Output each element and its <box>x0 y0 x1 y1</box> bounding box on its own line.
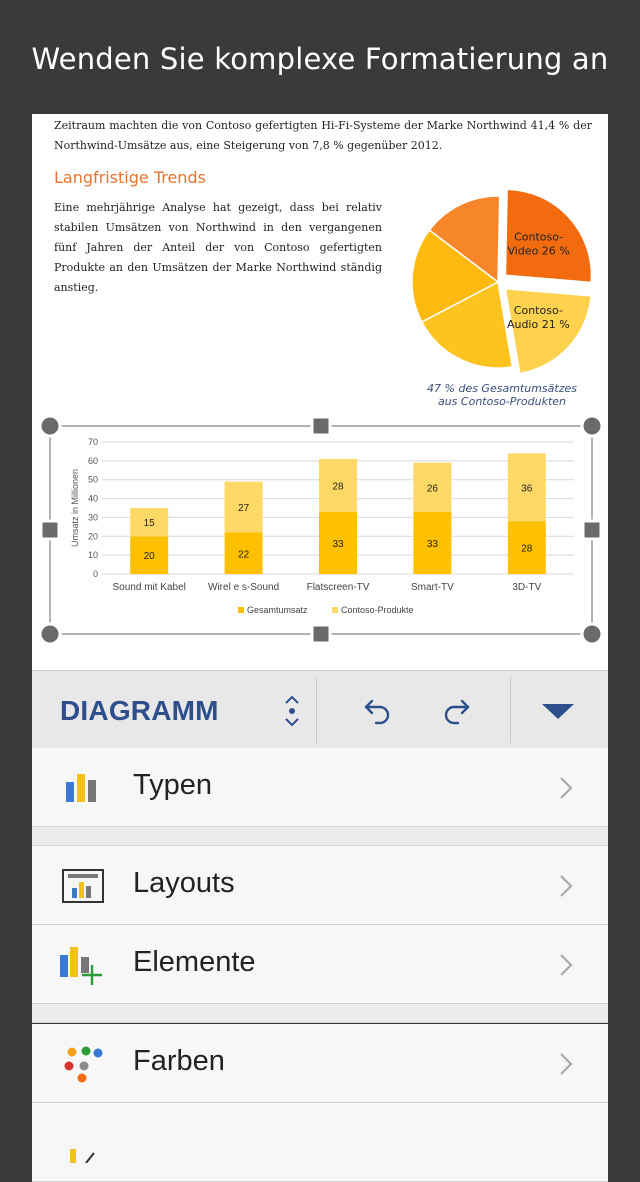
pie-slice <box>504 188 593 284</box>
bar-data-label: 26 <box>427 483 439 494</box>
bar-data-label: 15 <box>144 518 156 529</box>
edge-resize-handle[interactable] <box>310 415 332 437</box>
bar-data-label: 22 <box>238 549 250 560</box>
corner-resize-handle[interactable] <box>580 622 604 646</box>
menu-item-label: Typen <box>133 769 212 801</box>
undo-icon[interactable] <box>354 691 394 731</box>
legend-swatch <box>332 607 338 613</box>
pie-data-label: Contoso-Video 26 % <box>507 230 569 257</box>
menu-item-elements[interactable]: Elemente <box>32 925 608 1004</box>
pie-caption-line-1: 47 % des Gesamtumsätzes <box>427 382 577 395</box>
toolbar-title: DIAGRAMM <box>60 695 219 726</box>
menu-gap <box>32 1004 608 1023</box>
bar-data-label: 33 <box>332 539 344 550</box>
chevron-right-icon <box>560 875 573 897</box>
intro-paragraph: Zeitraum machten die von Contoso geferti… <box>54 119 592 152</box>
chart-add-element-icon <box>60 947 102 985</box>
menu-item-colors[interactable]: Farben <box>32 1024 608 1103</box>
chevron-right-icon <box>560 954 573 976</box>
bar-segment <box>319 458 357 512</box>
corner-resize-handle[interactable] <box>38 414 62 438</box>
legend-label: Contoso-Produkte <box>341 605 414 615</box>
chart-types-icon <box>66 774 96 802</box>
bar-data-label: 33 <box>427 539 439 550</box>
bar-segment <box>224 532 263 574</box>
bar-segment <box>130 508 169 537</box>
pie-caption-line-2: aus Contoso-Produkten <box>437 395 567 408</box>
y-tick-label: 20 <box>88 531 98 541</box>
bar-data-label: 27 <box>238 503 250 514</box>
bar-segment <box>130 536 169 574</box>
chart-toolbar: DIAGRAMM <box>32 670 608 750</box>
edge-resize-handle[interactable] <box>310 623 332 645</box>
corner-resize-handle[interactable] <box>38 622 62 646</box>
y-tick-label: 70 <box>88 437 98 447</box>
edge-resize-handle[interactable] <box>581 519 603 541</box>
pie-data-label: Contoso-Audio 21 % <box>507 304 570 331</box>
menu-item-partial[interactable] <box>32 1103 608 1182</box>
bar-data-label: 36 <box>521 483 533 494</box>
section-heading: Langfristige Trends <box>54 168 206 187</box>
y-tick-label: 60 <box>88 456 98 466</box>
toolbar-separator <box>510 677 511 743</box>
y-tick-label: 50 <box>88 475 98 485</box>
pie-caption: 47 % des Gesamtumsätzes aus Contoso-Prod… <box>412 382 592 408</box>
x-tick-label: Flatscreen-TV <box>307 582 370 593</box>
x-tick-label: Smart-TV <box>411 582 454 593</box>
menu-item-layouts[interactable]: Layouts <box>32 846 608 925</box>
y-tick-label: 0 <box>93 569 98 579</box>
promo-headline: Wenden Sie komplexe Formatierung an <box>31 42 609 76</box>
edge-resize-handle[interactable] <box>39 519 61 541</box>
y-axis-label: Umsatz in Millionen <box>70 469 80 547</box>
pie-slice <box>504 287 592 375</box>
bar-segment <box>413 462 452 512</box>
corner-resize-handle[interactable] <box>580 414 604 438</box>
legend-label: Gesamtumsatz <box>247 605 308 615</box>
pie-slice <box>420 280 514 369</box>
x-tick-label: Wirel e s-Sound <box>208 582 279 593</box>
toolbar-separator <box>316 677 317 743</box>
pie-slice <box>428 195 501 284</box>
menu-item-label: Layouts <box>133 867 235 899</box>
selection-border <box>49 425 593 635</box>
y-tick-label: 10 <box>88 550 98 560</box>
menu-item-partial-icon <box>70 1149 95 1163</box>
y-tick-label: 30 <box>88 512 98 522</box>
chevron-right-icon <box>560 1053 573 1075</box>
color-palette-icon <box>64 1046 103 1083</box>
chart-layout-icon <box>62 869 104 903</box>
y-tick-label: 40 <box>88 494 98 504</box>
bar-data-label: 20 <box>144 551 156 562</box>
menu-item-types[interactable]: Typen <box>32 748 608 827</box>
menu-item-label: Elemente <box>133 946 256 978</box>
bar-segment <box>507 521 546 574</box>
x-tick-label: 3D-TV <box>512 582 541 593</box>
bar-segment <box>507 453 546 522</box>
pie-slice <box>411 229 500 323</box>
bar-segment <box>319 511 357 574</box>
bar-chart[interactable]: 0 10 20 30 40 50 60 70 Umsatz in Millionen 20 15 So… <box>32 410 608 670</box>
menu-item-label: Farben <box>133 1045 225 1077</box>
up-down-icon[interactable] <box>272 691 312 731</box>
bar-data-label: 28 <box>332 481 344 492</box>
document-page[interactable]: Zeitraum machten die von Contoso geferti… <box>32 114 608 670</box>
legend-swatch <box>238 607 244 613</box>
bar-segment <box>224 481 263 533</box>
x-tick-label: Sound mit Kabel <box>113 582 186 593</box>
redo-icon[interactable] <box>440 691 480 731</box>
trend-paragraph: Eine mehrjährige Analyse hat gezeigt, da… <box>54 201 382 294</box>
chart-selection-frame[interactable] <box>0 406 640 666</box>
pie-chart[interactable]: Contoso-Video 26 % Contoso-Audio 21 % <box>402 182 602 382</box>
menu-gap <box>32 827 608 846</box>
chevron-right-icon <box>560 777 573 799</box>
bar-data-label: 28 <box>521 544 533 555</box>
triangle-down-icon[interactable] <box>538 691 578 731</box>
bar-segment <box>413 511 452 574</box>
